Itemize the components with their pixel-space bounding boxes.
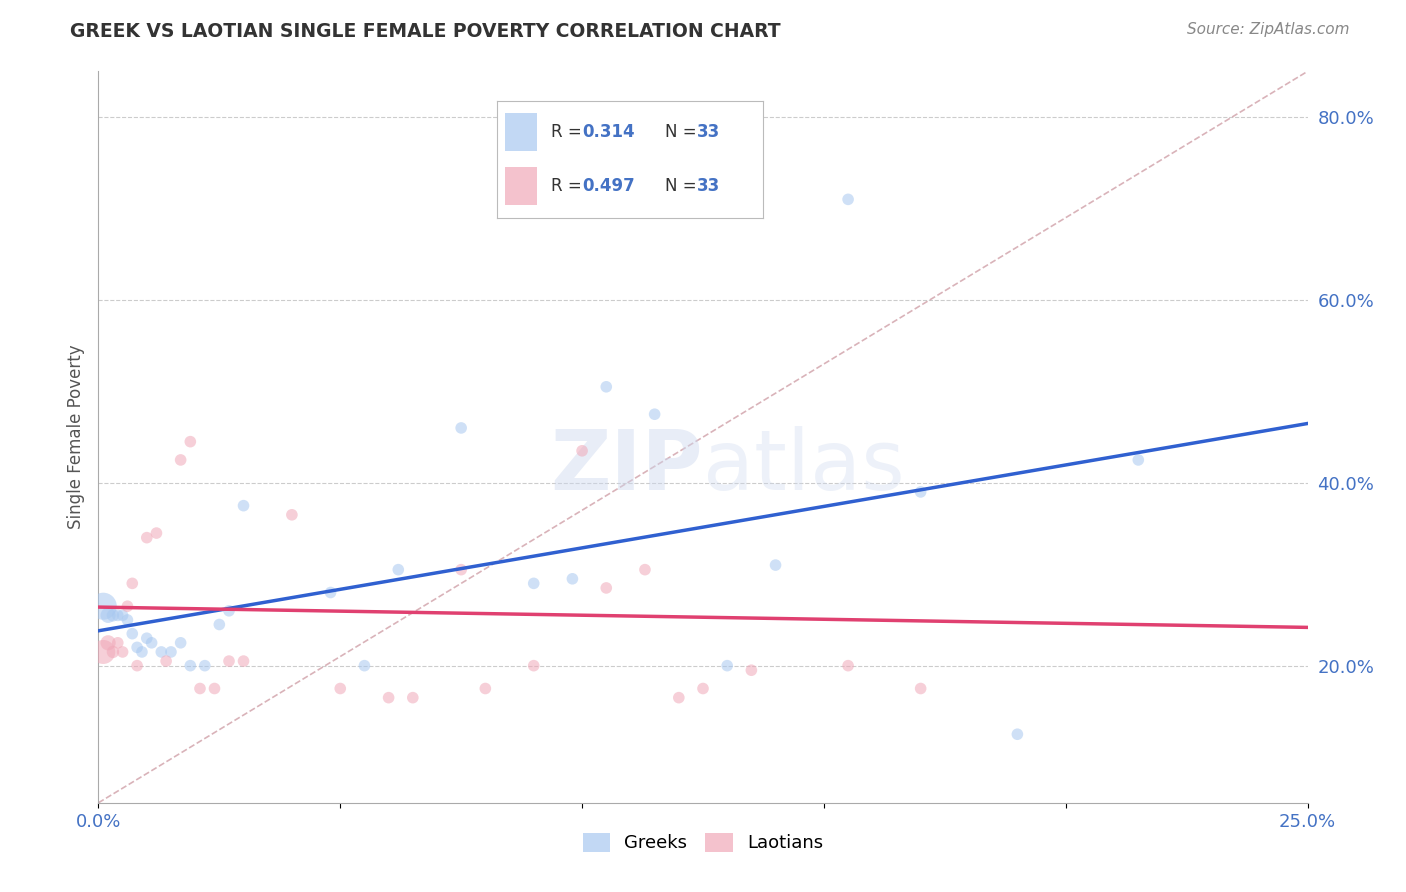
- Point: [91, 599, 114, 614]
- Point: [1128, 453, 1150, 467]
- Point: [111, 645, 134, 659]
- Point: [910, 681, 932, 696]
- Text: Source: ZipAtlas.com: Source: ZipAtlas.com: [1187, 22, 1350, 37]
- Point: [131, 645, 153, 659]
- Point: [179, 434, 201, 449]
- Text: atlas: atlas: [703, 425, 904, 507]
- Point: [204, 681, 226, 696]
- Point: [668, 690, 690, 705]
- Point: [150, 645, 173, 659]
- Point: [218, 654, 240, 668]
- Point: [121, 626, 143, 640]
- Point: [145, 526, 167, 541]
- Point: [353, 658, 375, 673]
- Point: [910, 485, 932, 500]
- Point: [837, 192, 859, 206]
- Point: [692, 681, 714, 696]
- Point: [117, 613, 139, 627]
- Point: [101, 608, 124, 623]
- Point: [127, 640, 149, 655]
- Point: [160, 645, 183, 659]
- Point: [402, 690, 425, 705]
- Point: [450, 421, 472, 435]
- Point: [135, 531, 157, 545]
- Point: [634, 563, 657, 577]
- Point: [387, 563, 409, 577]
- Point: [169, 636, 191, 650]
- Point: [644, 407, 666, 421]
- Point: [155, 654, 177, 668]
- Point: [169, 453, 191, 467]
- Point: [329, 681, 352, 696]
- Y-axis label: Single Female Poverty: Single Female Poverty: [66, 345, 84, 529]
- Point: [765, 558, 787, 573]
- Point: [135, 632, 157, 646]
- Point: [595, 380, 617, 394]
- Point: [571, 443, 593, 458]
- Text: GREEK VS LAOTIAN SINGLE FEMALE POVERTY CORRELATION CHART: GREEK VS LAOTIAN SINGLE FEMALE POVERTY C…: [70, 22, 780, 41]
- Point: [188, 681, 211, 696]
- Point: [740, 663, 762, 677]
- Point: [837, 658, 859, 673]
- Point: [232, 654, 254, 668]
- Legend: Greeks, Laotians: Greeks, Laotians: [575, 826, 831, 860]
- Point: [474, 681, 496, 696]
- Point: [111, 608, 134, 623]
- Point: [281, 508, 304, 522]
- Point: [208, 617, 231, 632]
- Point: [107, 636, 129, 650]
- Point: [1007, 727, 1029, 741]
- Point: [121, 576, 143, 591]
- Point: [561, 572, 583, 586]
- Point: [107, 608, 129, 623]
- Point: [523, 658, 546, 673]
- Point: [101, 645, 124, 659]
- Point: [218, 604, 240, 618]
- Point: [194, 658, 217, 673]
- Point: [232, 499, 254, 513]
- Point: [97, 636, 120, 650]
- Point: [91, 645, 114, 659]
- Point: [117, 599, 139, 614]
- Point: [595, 581, 617, 595]
- Text: ZIP: ZIP: [551, 425, 703, 507]
- Point: [127, 658, 149, 673]
- Point: [319, 585, 342, 599]
- Point: [716, 658, 738, 673]
- Point: [141, 636, 163, 650]
- Point: [450, 563, 472, 577]
- Point: [97, 608, 120, 623]
- Point: [523, 576, 546, 591]
- Point: [179, 658, 201, 673]
- Point: [547, 202, 569, 216]
- Point: [377, 690, 399, 705]
